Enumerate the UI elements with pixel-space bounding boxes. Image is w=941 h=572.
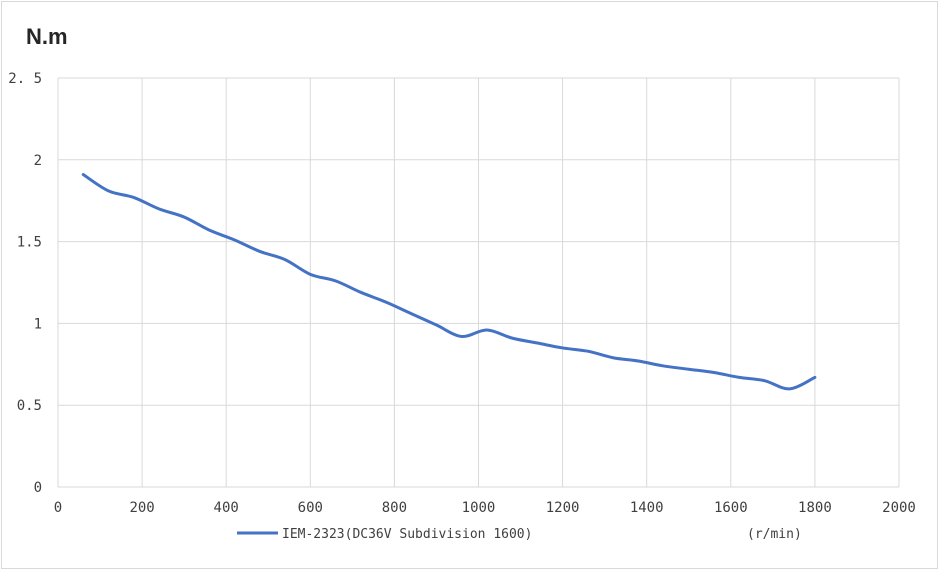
- x-tick-label: 1600: [714, 500, 748, 516]
- series-line: [81, 173, 817, 391]
- x-tick-label: 0: [54, 500, 62, 516]
- legend-label: IEM-2323(DC36V Subdivision 1600): [282, 527, 532, 542]
- x-tick-label: 800: [382, 500, 407, 516]
- y-tick-label: 1: [34, 316, 42, 332]
- x-tick-label: 200: [129, 500, 154, 516]
- legend: IEM-2323(DC36V Subdivision 1600) (r/min): [237, 527, 802, 542]
- series-group: [81, 173, 817, 391]
- grid-lines: [57, 77, 900, 488]
- x-tick-label: 1000: [462, 500, 496, 516]
- y-tick-label: 2: [34, 153, 42, 169]
- x-tick-label: 1400: [630, 500, 664, 516]
- x-tick-labels: 0 200 400 600 800 1000 1200 1400 1600 1800 2000: [54, 500, 916, 516]
- y-tick-label: 1.5: [17, 235, 42, 251]
- y-tick-label: 0.5: [17, 398, 42, 414]
- y-tick-labels: 0 0.5 1 1.5 2 2. 5: [8, 71, 42, 496]
- y-tick-label: 0: [34, 480, 42, 496]
- x-tick-label: 600: [298, 500, 323, 516]
- x-tick-label: 400: [214, 500, 239, 516]
- x-tick-label: 2000: [882, 500, 916, 516]
- x-tick-label: 1200: [546, 500, 580, 516]
- x-unit-label: (r/min): [747, 527, 802, 542]
- y-tick-label: 2. 5: [8, 71, 42, 87]
- x-tick-label: 1800: [798, 500, 832, 516]
- y-unit-label: N.m: [26, 24, 68, 49]
